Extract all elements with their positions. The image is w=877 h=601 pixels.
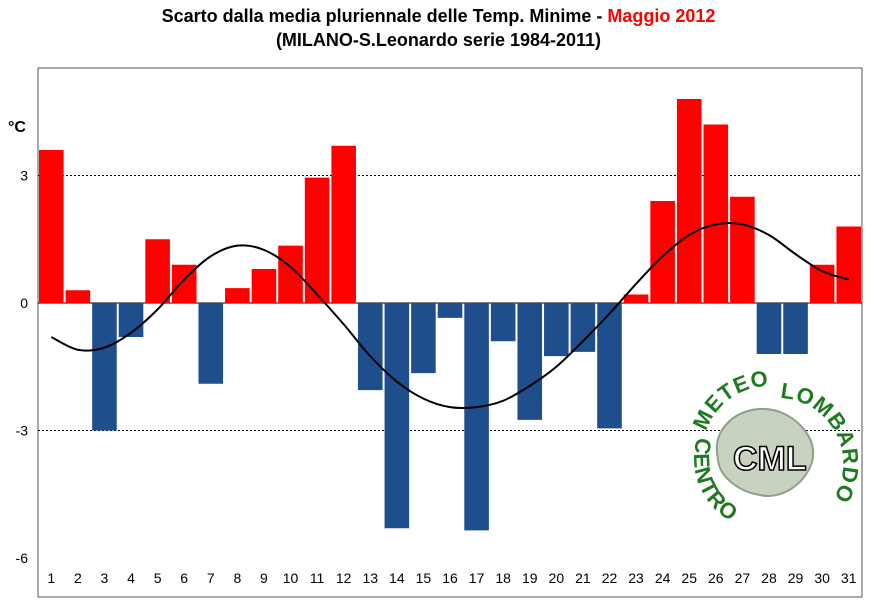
bar-day-2	[65, 290, 91, 303]
y-tick-label: 3	[20, 168, 28, 184]
title-month-highlight: Maggio 2012	[607, 6, 716, 26]
axis-ticks: 30-3-61 2 3 4 5 6 7 8 9 10 11 12 13 14 15 16 17 18 19 20 21 2…	[16, 168, 857, 587]
bar-day-27	[730, 196, 755, 303]
x-tick-label: 8	[233, 570, 241, 586]
bar-day-18	[490, 303, 516, 342]
bar-day-25	[676, 99, 702, 303]
title-line-2: (MILANO-S.Leonardo serie 1984-2011)	[275, 30, 602, 50]
x-tick-label: 7	[207, 570, 215, 586]
x-tick-label: 15	[416, 570, 432, 586]
bar-day-11	[304, 177, 330, 303]
y-tick-label: -3	[16, 423, 29, 439]
x-tick-label: 20	[549, 570, 565, 586]
x-tick-label: 28	[761, 570, 777, 586]
y-tick-label: 0	[20, 295, 28, 311]
bar-day-26	[703, 124, 729, 303]
bar-day-1	[39, 150, 64, 303]
x-tick-label: 6	[180, 570, 188, 586]
x-tick-label: 16	[442, 570, 458, 586]
x-tick-label: 26	[708, 570, 724, 586]
x-tick-label: 5	[154, 570, 162, 586]
x-tick-label: 4	[127, 570, 135, 586]
bar-day-4	[118, 303, 144, 337]
bar-day-28	[756, 303, 782, 354]
x-tick-label: 23	[628, 570, 644, 586]
y-axis-unit: °C	[8, 119, 26, 136]
bar-day-23	[623, 294, 649, 303]
x-tick-label: 31	[841, 570, 857, 586]
bar-day-9	[251, 269, 277, 303]
x-tick-label: 29	[788, 570, 804, 586]
x-tick-label: 11	[310, 570, 325, 586]
bar-day-31	[836, 226, 861, 303]
x-tick-label: 1	[47, 570, 55, 586]
logo-map-shape	[715, 408, 815, 497]
bar-day-16	[437, 303, 463, 318]
bar-day-24	[650, 201, 675, 303]
x-tick-label: 9	[260, 570, 268, 586]
bar-day-21	[570, 303, 596, 352]
x-tick-label: 3	[101, 570, 109, 586]
bar-day-22	[597, 303, 622, 429]
x-tick-label: 27	[735, 570, 751, 586]
x-tick-label: 12	[336, 570, 352, 586]
bar-day-15	[411, 303, 436, 374]
x-tick-label: 30	[814, 570, 830, 586]
bar-day-14	[384, 303, 410, 529]
bar-day-20	[544, 303, 569, 357]
trend-line	[50, 222, 850, 410]
plot-frame	[37, 67, 863, 598]
cml-logo: METEO LOMBARDO CENTRO CML	[688, 366, 863, 527]
x-tick-label: 21	[575, 570, 591, 586]
x-tick-label: 25	[681, 570, 697, 586]
logo-text-center: CML	[733, 440, 807, 478]
x-tick-label: 19	[522, 570, 538, 586]
bar-day-12	[331, 145, 356, 303]
chart-title: Scarto dalla media pluriennale delle Tem…	[0, 4, 877, 52]
bar-day-17	[464, 303, 489, 531]
x-tick-label: 14	[389, 570, 405, 586]
bar-day-7	[198, 303, 224, 384]
x-tick-label: 24	[655, 570, 671, 586]
title-line-1-prefix: Scarto dalla media pluriennale delle Tem…	[161, 6, 608, 26]
bars	[39, 99, 861, 531]
bar-day-8	[225, 288, 250, 303]
x-tick-label: 22	[602, 570, 618, 586]
bar-day-3	[92, 303, 117, 431]
x-tick-label: 13	[362, 570, 378, 586]
bar-day-19	[517, 303, 543, 420]
x-tick-label: 17	[469, 570, 485, 586]
title-line-1: Scarto dalla media pluriennale delle Tem…	[0, 4, 877, 28]
x-tick-label: 10	[283, 570, 299, 586]
bar-day-5	[145, 239, 170, 303]
x-tick-label: 2	[74, 570, 82, 586]
x-tick-label: 18	[495, 570, 511, 586]
y-tick-label: -6	[16, 550, 29, 566]
bar-day-29	[783, 303, 808, 354]
